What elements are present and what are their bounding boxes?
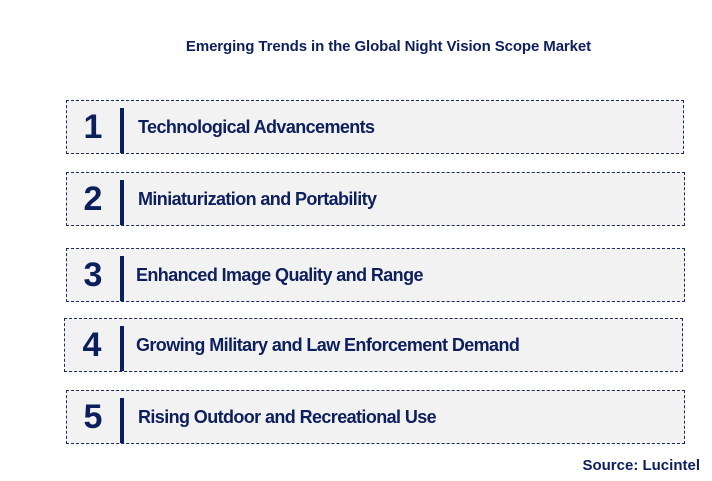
diagram-title: Emerging Trends in the Global Night Visi…	[185, 38, 592, 55]
trend-label: Miniaturization and Portability	[138, 188, 377, 209]
trend-label: Enhanced Image Quality and Range	[136, 264, 423, 285]
trend-number: 4	[82, 325, 102, 364]
divider	[120, 180, 124, 225]
divider	[120, 398, 124, 443]
source-credit: Source: Lucintel	[582, 457, 700, 474]
trend-item-1: 1 Technological Advancements	[66, 100, 684, 154]
divider	[120, 326, 124, 371]
divider	[120, 256, 124, 301]
trend-label: Rising Outdoor and Recreational Use	[138, 406, 437, 427]
trend-number: 1	[83, 107, 103, 146]
trend-item-2: 2 Miniaturization and Portability	[66, 172, 685, 226]
trend-number: 5	[83, 397, 103, 436]
trend-item-5: 5 Rising Outdoor and Recreational Use	[66, 390, 685, 444]
trend-number: 3	[83, 255, 103, 294]
trend-label: Technological Advancements	[138, 116, 375, 137]
trend-number: 2	[83, 179, 103, 218]
divider	[120, 108, 124, 153]
trend-item-4: 4 Growing Military and Law Enforcement D…	[64, 318, 683, 372]
trend-label: Growing Military and Law Enforcement Dem…	[136, 334, 520, 355]
trend-item-3: 3 Enhanced Image Quality and Range	[66, 248, 685, 302]
